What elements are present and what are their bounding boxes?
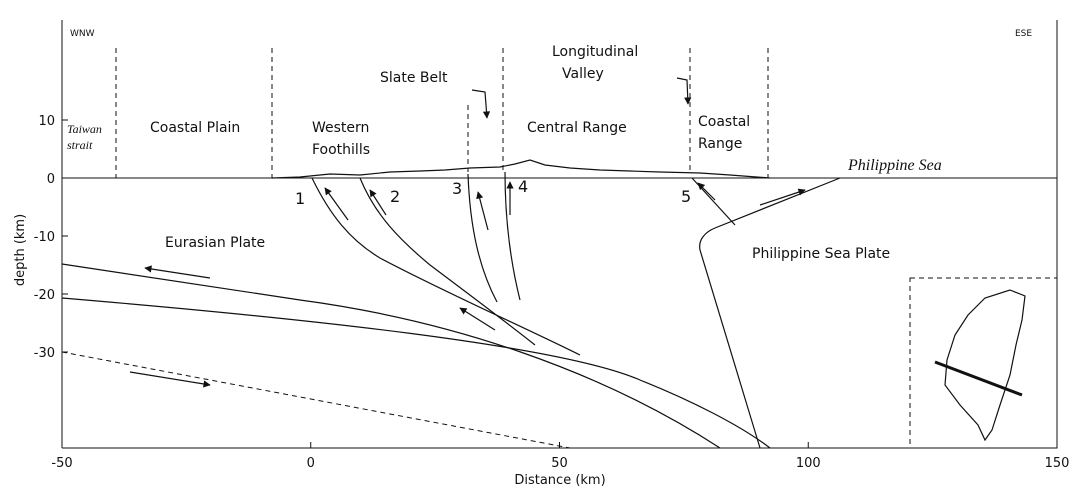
x-axis-label: Distance (km) (514, 473, 605, 488)
y-tick-label: -30 (34, 346, 55, 361)
region-label: Slate Belt (380, 70, 448, 86)
structures (62, 172, 840, 448)
x-tick-label: 100 (796, 456, 821, 471)
x-tick-label: 0 (307, 456, 315, 471)
inset-box (910, 278, 1057, 448)
y-axis-label: depth (km) (13, 214, 28, 286)
taiwan-map (945, 290, 1025, 440)
fault-number: 5 (681, 187, 691, 206)
fault-number: 2 (390, 187, 400, 206)
x-tick-label: -50 (51, 456, 72, 471)
topography (272, 160, 770, 178)
region-label: Coastal Plain (150, 120, 240, 136)
fault-number: 3 (452, 179, 462, 198)
header-left: WNW (70, 29, 95, 39)
y-tick-label: -10 (34, 230, 55, 245)
y-tick-label: 10 (38, 114, 55, 129)
cross-section: WNW ESE Taiwanstrait Coastal Plain Weste… (0, 0, 1071, 489)
x-tick-label: 150 (1045, 456, 1070, 471)
y-tick-label: -20 (34, 288, 55, 303)
fault-number: 4 (518, 177, 528, 196)
sea-label: Philippine Sea (847, 157, 942, 174)
plate-label: Eurasian Plate (165, 235, 265, 251)
fault-number: 1 (295, 189, 305, 208)
region-label: Central Range (527, 120, 627, 136)
plate-label: Philippine Sea Plate (752, 246, 890, 262)
header-right: ESE (1015, 29, 1032, 39)
y-tick-label: 0 (47, 172, 55, 187)
boundaries (116, 48, 768, 178)
x-tick-label: 50 (551, 456, 568, 471)
